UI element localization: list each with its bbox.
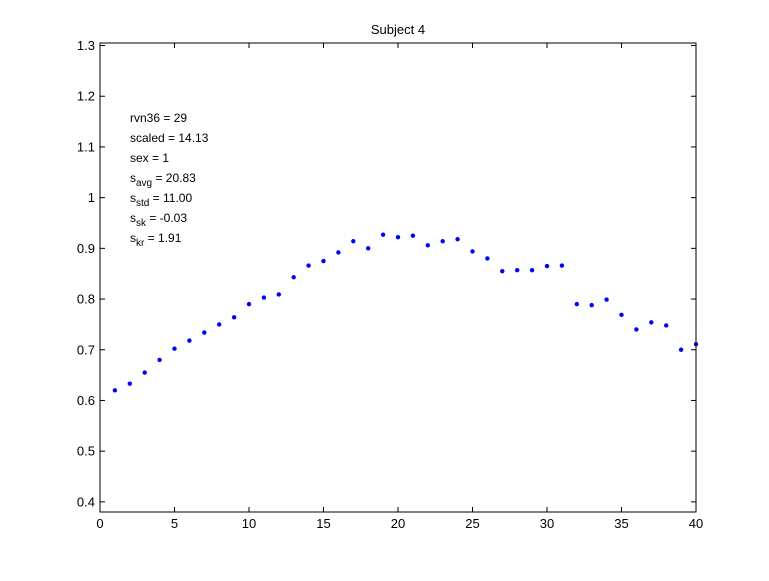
data-point: [172, 346, 177, 351]
annotation-line: sex = 1: [130, 151, 169, 165]
x-axis-ticks: 0 5 10 15 20 25 30 35 40: [96, 43, 703, 531]
y-tick-label: 1.3: [77, 38, 95, 53]
x-tick-label: 15: [316, 516, 330, 531]
stats-annotation: rvn36 = 29 scaled = 14.13 sex = 1 savg = 20…: [130, 111, 209, 249]
y-tick-label: 0.6: [77, 393, 95, 408]
annotation-line: scaled = 14.13: [130, 131, 209, 145]
data-points: [112, 232, 699, 393]
data-point: [664, 323, 669, 328]
data-point: [306, 263, 311, 268]
data-point: [470, 249, 475, 254]
x-tick-label: 30: [540, 516, 554, 531]
data-point: [142, 370, 147, 375]
y-tick-label: 1.2: [77, 89, 95, 104]
data-point: [410, 233, 416, 238]
data-point: [515, 267, 520, 273]
data-point: [425, 243, 430, 248]
data-point: [291, 275, 296, 280]
x-tick-label: 20: [391, 516, 405, 531]
annotation-line: skr = 1.91: [130, 231, 182, 249]
data-point: [500, 268, 505, 274]
y-tick-label: 1.1: [77, 139, 95, 154]
x-tick-label: 40: [689, 516, 703, 531]
y-tick-label: 0.9: [77, 241, 95, 256]
x-tick-label: 0: [96, 516, 103, 531]
data-point: [202, 330, 207, 335]
data-point: [649, 320, 654, 325]
annotation-line: ssk = -0.03: [130, 211, 187, 229]
data-point: [634, 327, 639, 332]
annotation-line: savg = 20.83: [130, 171, 196, 189]
y-tick-label: 0.5: [77, 444, 95, 459]
y-tick-label: 0.4: [77, 494, 95, 509]
data-point: [157, 357, 162, 363]
data-point: [678, 347, 684, 352]
y-tick-label: 0.7: [77, 342, 95, 357]
data-point: [574, 301, 579, 307]
data-point: [351, 239, 356, 244]
data-point: [276, 292, 281, 297]
y-tick-label: 0.8: [77, 292, 95, 307]
data-point: [455, 237, 460, 242]
data-point: [217, 322, 222, 327]
annotation-line: sstd = 11.00: [130, 191, 192, 209]
data-point: [187, 338, 192, 343]
data-point: [321, 258, 326, 264]
data-point: [336, 250, 341, 255]
data-point: [485, 256, 490, 261]
data-point: [559, 263, 565, 268]
data-point: [127, 381, 132, 386]
data-point: [231, 315, 237, 320]
data-point: [619, 312, 624, 317]
x-tick-label: 10: [242, 516, 256, 531]
data-point: [544, 263, 550, 269]
data-point: [366, 246, 371, 251]
data-point: [246, 301, 252, 307]
data-point: [395, 234, 401, 240]
data-point: [604, 297, 609, 302]
chart-title: Subject 4: [371, 22, 425, 37]
x-tick-label: 35: [614, 516, 628, 531]
y-tick-label: 1: [88, 190, 95, 205]
plot-area: [100, 43, 696, 512]
data-point: [589, 302, 594, 308]
annotation-line: rvn36 = 29: [130, 111, 187, 125]
data-point: [261, 295, 267, 300]
data-point: [380, 232, 386, 237]
x-tick-label: 25: [465, 516, 479, 531]
y-axis-ticks: 0.4 0.5 0.6 0.7 0.8 0.9 1 1.1 1.2 1.3: [77, 38, 696, 509]
x-tick-label: 5: [171, 516, 178, 531]
plot-frame: [99, 42, 697, 513]
data-point: [529, 267, 535, 273]
data-point: [440, 239, 445, 244]
data-point: [112, 388, 118, 393]
